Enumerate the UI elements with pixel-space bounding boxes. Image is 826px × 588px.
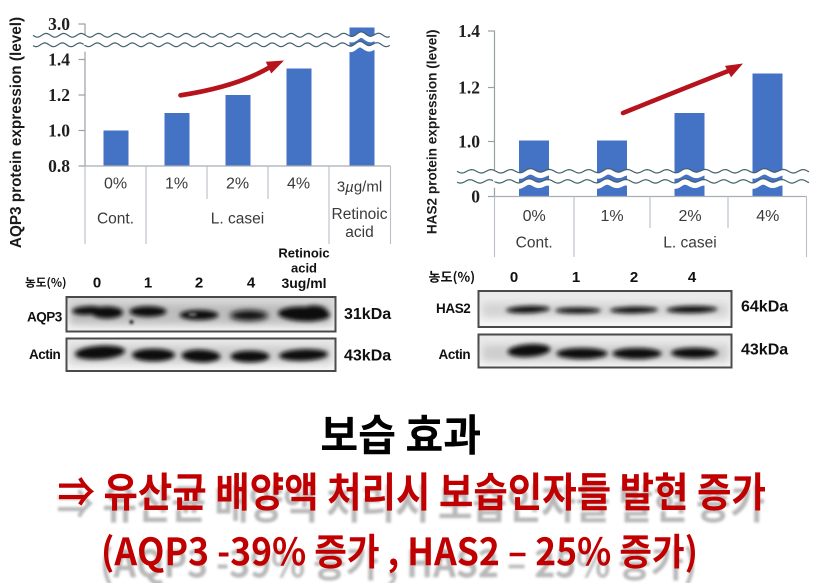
svg-text:64kDa: 64kDa <box>741 299 788 316</box>
svg-text:1%: 1% <box>165 176 188 193</box>
svg-text:Retinoic: Retinoic <box>332 206 388 223</box>
svg-text:acid: acid <box>291 261 317 276</box>
svg-text:1: 1 <box>144 275 152 292</box>
svg-text:HAS2: HAS2 <box>436 301 470 316</box>
svg-text:1.2: 1.2 <box>48 85 70 105</box>
svg-text:L. casei: L. casei <box>211 211 264 228</box>
svg-text:43kDa: 43kDa <box>741 342 788 359</box>
svg-text:Cont.: Cont. <box>516 235 553 252</box>
svg-text:0%: 0% <box>523 208 546 225</box>
svg-text:1.2: 1.2 <box>458 78 480 98</box>
svg-text:4%: 4% <box>287 176 310 193</box>
svg-text:Cont.: Cont. <box>97 211 134 228</box>
svg-text:31kDa: 31kDa <box>344 306 391 323</box>
svg-text:1.4: 1.4 <box>458 21 480 41</box>
svg-text:0: 0 <box>510 269 518 286</box>
svg-text:3ug/ml: 3ug/ml <box>281 275 326 291</box>
svg-text:Actin: Actin <box>439 347 471 362</box>
svg-text:2: 2 <box>630 269 638 286</box>
svg-text:4: 4 <box>688 269 697 286</box>
svg-text:L. casei: L. casei <box>663 235 716 252</box>
svg-text:AQP3 protein expression (level: AQP3 protein expression (level) <box>8 17 25 248</box>
svg-text:HAS2 protein expression (level: HAS2 protein expression (level) <box>424 29 439 234</box>
svg-text:1.0: 1.0 <box>48 121 70 141</box>
svg-text:2: 2 <box>195 275 203 292</box>
svg-text:3.0: 3.0 <box>48 14 70 34</box>
svg-text:1%: 1% <box>600 208 623 225</box>
svg-text:acid: acid <box>345 224 373 241</box>
svg-text:4%: 4% <box>756 208 779 225</box>
svg-text:1: 1 <box>572 269 580 286</box>
svg-text:4: 4 <box>247 275 256 292</box>
svg-text:0: 0 <box>471 187 480 207</box>
svg-text:0: 0 <box>93 275 101 292</box>
svg-text:2%: 2% <box>226 176 249 193</box>
svg-text:1.0: 1.0 <box>458 132 480 152</box>
svg-text:AQP3: AQP3 <box>27 309 63 324</box>
svg-text:3µg/ml: 3µg/ml <box>337 179 382 196</box>
svg-text:2%: 2% <box>678 208 701 225</box>
svg-text:1.4: 1.4 <box>48 50 70 70</box>
svg-text:43kDa: 43kDa <box>344 348 391 365</box>
svg-text:0%: 0% <box>104 176 127 193</box>
svg-text:0.8: 0.8 <box>48 156 70 176</box>
svg-text:Retinoic: Retinoic <box>278 246 329 261</box>
svg-text:Actin: Actin <box>29 347 61 362</box>
